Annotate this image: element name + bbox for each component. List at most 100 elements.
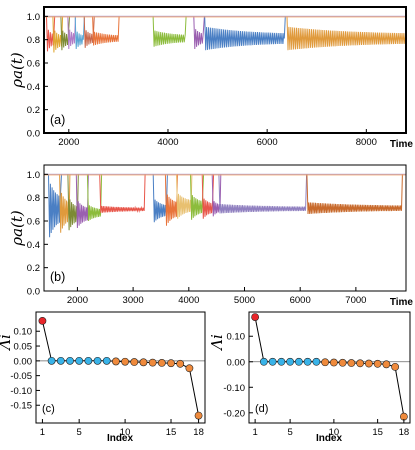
panel-b-series-segment: [48, 174, 62, 238]
panel-d-ylabel: Λi: [208, 334, 226, 352]
panel-a-xtick-label: 8000: [356, 137, 377, 148]
panel-a-series-segment: [204, 16, 286, 51]
panel-c-data-point: [185, 364, 194, 373]
panel-a-xtick-label: 4000: [157, 137, 178, 148]
panel-b-series-segment: [164, 174, 178, 226]
panel-a-ytick-label: 0.6: [27, 59, 40, 70]
panel-a-frame: [43, 6, 407, 134]
panel-d-connector-line: [254, 317, 405, 417]
panel-c-xlabel: Index: [107, 433, 134, 444]
panel-d-ytick-label: -0.10: [223, 383, 245, 394]
panel-d-data-point: [251, 313, 260, 322]
panel-a-xtick-label: 6000: [257, 137, 278, 148]
panel-d-ytick-label: 0.00: [227, 357, 246, 368]
panel-c-ylabel: Λi: [0, 334, 14, 352]
panel-b-series-segment: [99, 174, 146, 213]
panel-b-series-segment: [190, 174, 205, 220]
panel-a: 2000 4000 6000 8000 0.0 0.2 0.4 0.6 0.8 1.0 Time ρa…: [8, 6, 414, 150]
panel-b-ylabel: ρa(t): [8, 210, 26, 247]
panel-c-data-point: [148, 358, 157, 367]
panel-a-series-segment: [83, 16, 95, 48]
panel-c-ytick-label: 0.10: [14, 327, 33, 338]
panel-b-frame: [43, 164, 407, 292]
panel-b-ytick-label: 0.8: [27, 193, 40, 204]
panel-c-ytick-label: -0.15: [10, 401, 32, 412]
panel-a-ytick-label: 0.2: [27, 105, 40, 116]
panel-a-series-segment: [152, 16, 187, 47]
panel-a-ytick-label: 0.8: [27, 35, 40, 46]
panel-d-xtick-label: 10: [329, 427, 340, 438]
panel-d-data-point: [364, 359, 373, 368]
panel-a-series-segment: [52, 16, 64, 53]
panel-c-data-point: [84, 356, 93, 365]
panel-b-xtick-label: 4000: [178, 295, 199, 306]
panel-c-ytick-label: -0.10: [10, 386, 32, 397]
panel-b-ytick-label: 0.0: [27, 287, 40, 298]
panel-c: 1 5 10 15 180.100.050.00-0.05-0.10-0.15Index…: [0, 311, 206, 444]
panel-c-data-point: [75, 356, 84, 365]
panel-d-xtick-label: 15: [372, 427, 383, 438]
panel-d-data-point: [268, 357, 277, 366]
panel-b-ytick-label: 1.0: [27, 170, 40, 181]
panel-c-data-point: [56, 356, 65, 365]
panel-d-data-point: [391, 362, 400, 371]
panel-d-data-point: [373, 359, 382, 368]
panel-b: 2000 3000 4000 5000 6000 7000 0.0 0.2 0.4 0.6 0.8 1…: [8, 164, 413, 308]
panel-b-xtick-label: 3000: [123, 295, 144, 306]
panel-b-xtick-label: 7000: [345, 295, 366, 306]
panel-d-xtick-label: 1: [252, 427, 257, 438]
panel-c-xtick-label: 18: [193, 427, 204, 438]
panel-d-ytick-label: 0.10: [227, 332, 246, 343]
panel-b-xtick-label: 2000: [67, 295, 88, 306]
panel-c-data-point: [157, 359, 166, 367]
panel-d-data-point: [259, 357, 268, 366]
panel-a-series-segment: [286, 16, 406, 51]
panel-d-data-point: [329, 358, 338, 367]
panel-a-series-segment: [46, 16, 56, 52]
panel-c-data-point: [112, 357, 120, 366]
panel-c-data-point: [102, 356, 111, 365]
panel-a-series-segment: [60, 16, 70, 51]
panel-b-ytick-label: 0.4: [27, 240, 40, 251]
panel-a-series-segment: [74, 16, 85, 50]
panel-d-data-point: [303, 357, 312, 366]
panel-c-plot-area: [36, 316, 205, 420]
panel-c-data-point: [130, 358, 139, 366]
panel-d-data-point: [356, 359, 365, 368]
panel-a-ylabel: ρa(t): [8, 52, 26, 89]
panel-a-series-segment: [67, 16, 76, 50]
panel-d-data-point: [286, 357, 295, 366]
panel-d-data-point: [347, 359, 356, 367]
panel-c-panel-label: (c): [42, 403, 55, 415]
panel-c-xtick-label: 15: [166, 427, 177, 438]
panel-c-data-point: [47, 356, 56, 365]
panel-d-panel-label: (d): [255, 403, 268, 415]
panel-c-data-point: [66, 356, 74, 365]
panel-c-data-point: [176, 359, 185, 368]
panel-c-xtick-label: 1: [40, 427, 45, 438]
panel-b-series-segment: [86, 174, 103, 222]
panel-d-plot-area: [249, 313, 410, 421]
panel-b-series-segment: [306, 174, 403, 215]
panel-a-xtick-label: 2000: [58, 137, 79, 148]
panel-a-xlabel: Time: [390, 139, 414, 150]
panel-c-frame: [35, 311, 206, 424]
panel-a-ytick-label: 0.0: [27, 129, 40, 140]
panel-b-series-segment: [211, 174, 222, 217]
panel-a-plot-area: [44, 15, 406, 53]
panel-d-xtick-label: 18: [399, 427, 410, 438]
panel-b-series-segment: [75, 174, 89, 229]
panel-d-data-point: [277, 357, 286, 366]
panel-c-connector-line: [41, 320, 200, 416]
panel-c-data-point: [139, 358, 148, 367]
panel-c-ytick-label: 0.05: [14, 342, 33, 353]
panel-c-data-point: [167, 359, 175, 368]
panel-c-data-point: [194, 411, 203, 420]
panel-d-data-point: [338, 358, 347, 367]
panel-b-xtick-label: 6000: [290, 295, 311, 306]
panel-d-frame: [248, 311, 411, 424]
panel-b-series-segment: [218, 174, 308, 214]
panel-b-series-segment: [201, 174, 215, 219]
